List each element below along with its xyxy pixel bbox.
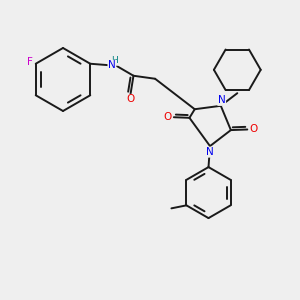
- Text: N: N: [206, 147, 214, 157]
- Text: O: O: [249, 124, 257, 134]
- Text: F: F: [27, 57, 33, 67]
- Text: N: N: [218, 95, 226, 105]
- Text: H: H: [112, 56, 118, 65]
- Text: O: O: [126, 94, 135, 104]
- Text: O: O: [164, 112, 172, 122]
- Text: N: N: [108, 60, 116, 70]
